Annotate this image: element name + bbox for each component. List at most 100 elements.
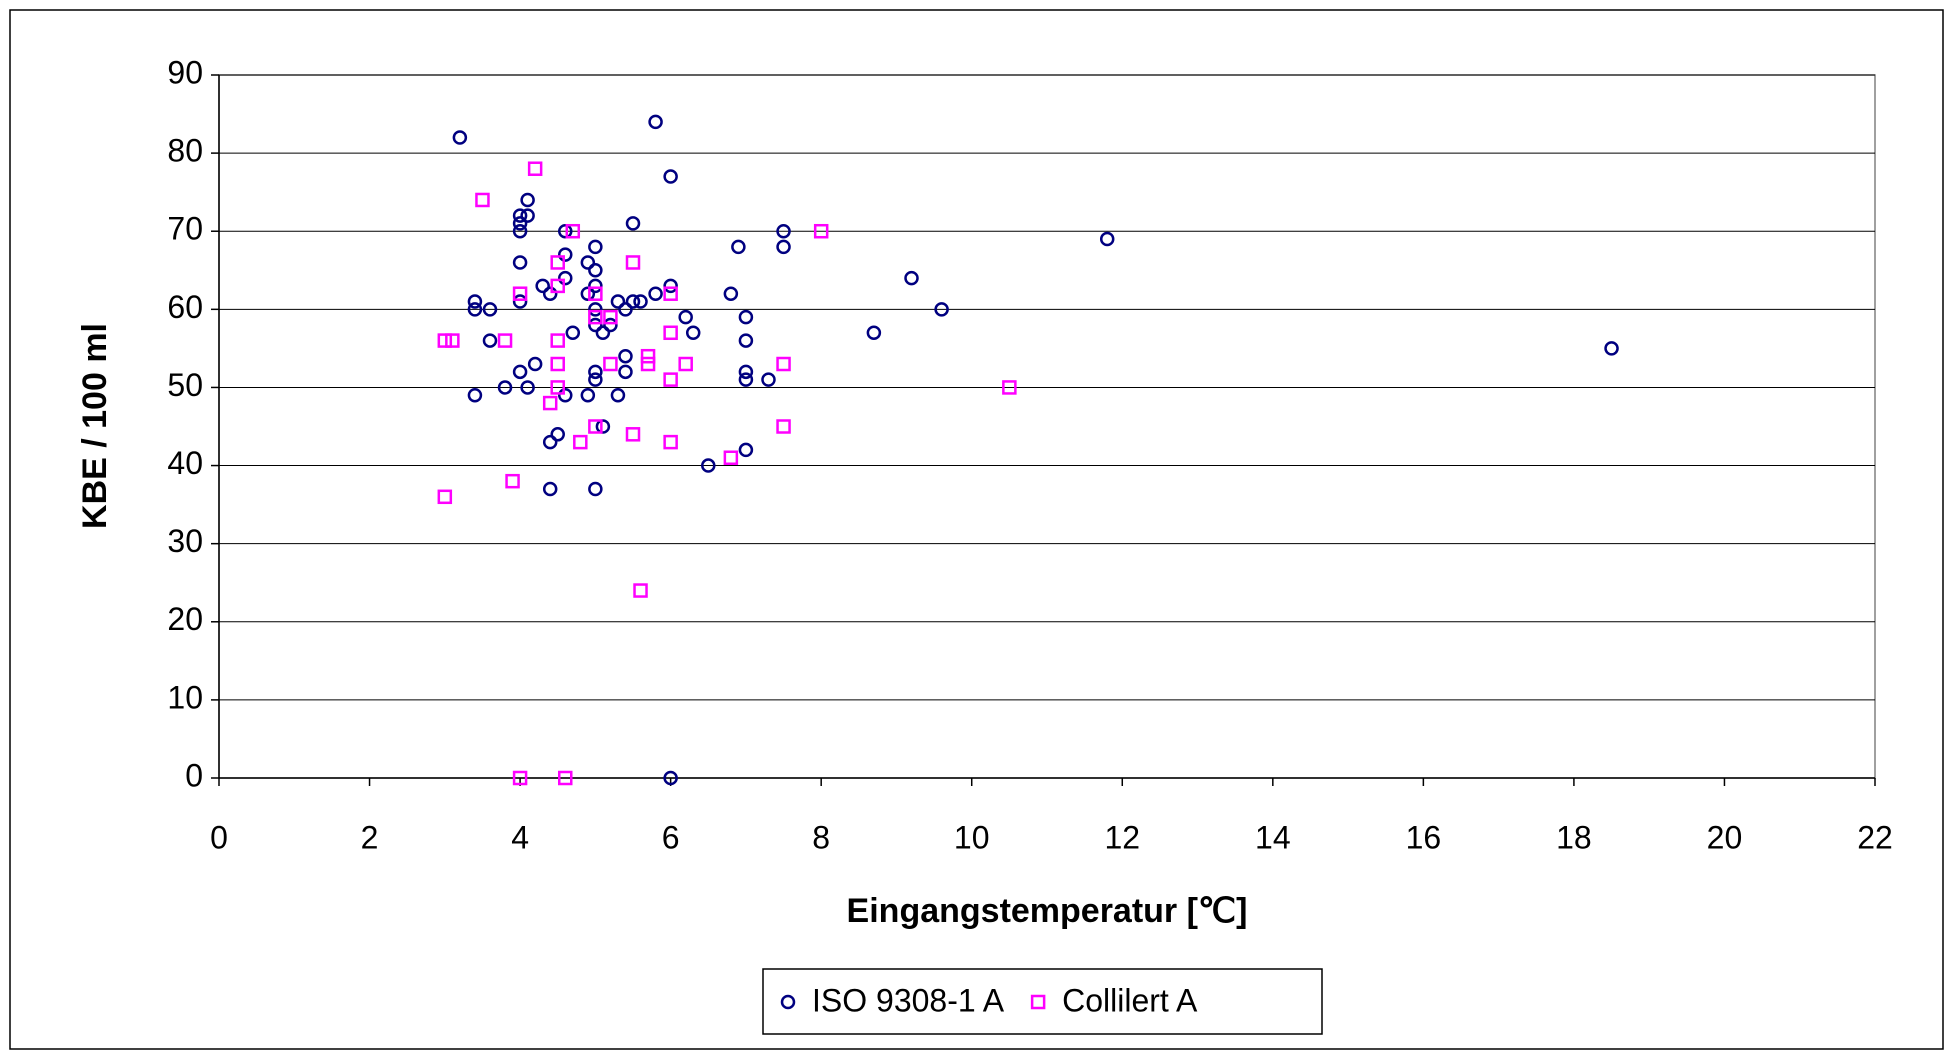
data-point [512,286,528,301]
data-point [565,325,581,341]
data-point [618,364,633,380]
y-tick-label: 20 [167,601,203,637]
data-point [776,239,791,255]
data-point [550,356,565,372]
data-point [678,356,693,372]
data-point [512,216,528,231]
data-point [588,286,603,301]
x-tick-label: 16 [1406,819,1442,855]
legend-marker [780,994,796,1010]
data-point [588,481,603,497]
data-point [1002,380,1017,395]
data-point [663,770,678,786]
data-point [595,419,611,434]
data-point [603,317,618,333]
data-point [648,114,663,130]
data-point [542,434,558,450]
data-point [866,325,882,341]
data-point [588,263,603,278]
y-tick-label: 0 [185,757,203,793]
data-point [625,427,641,442]
x-tick-label: 18 [1556,819,1592,855]
x-tick-label: 0 [210,819,228,855]
data-point [618,348,633,364]
x-tick-label: 8 [812,819,830,855]
data-point [633,294,648,309]
data-point [595,325,611,341]
data-point [505,473,520,489]
data-point [776,356,791,372]
data-point [738,309,754,325]
data-point [437,489,453,505]
data-point [497,380,513,395]
data-point [512,208,528,223]
data-point [475,192,490,208]
data-point [588,317,603,333]
y-tick-label: 70 [167,211,203,247]
data-point [761,372,776,387]
data-point [550,427,565,442]
data-point [588,278,603,294]
data-point [588,302,603,317]
data-point [588,372,603,387]
data-point [527,356,543,372]
data-point [550,278,565,294]
data-point [558,223,573,239]
data-point [610,388,626,403]
x-tick-label: 22 [1857,819,1893,855]
data-point [445,333,460,348]
data-point [467,294,483,309]
data-point [934,302,949,317]
y-tick-label: 30 [167,523,203,559]
plot-area [218,74,1876,779]
data-point [738,372,754,387]
data-point [512,364,528,380]
y-tick-label: 80 [167,133,203,169]
data-point [813,223,829,239]
data-point [558,247,573,262]
data-point [588,309,603,325]
data-point [580,388,596,403]
data-point [588,419,603,434]
data-point [640,348,656,364]
data-point [663,278,678,294]
data-point [738,364,754,380]
data-point [738,442,754,458]
data-point [550,333,565,348]
data-point [663,434,678,450]
y-tick-label: 90 [167,54,203,90]
data-point [731,239,746,255]
x-tick-label: 14 [1255,819,1291,855]
data-point [580,286,596,301]
data-point [618,302,633,317]
y-axis-label: KBE / 100 ml [76,323,114,529]
data-point [535,278,550,294]
data-point [467,302,483,317]
data-point [452,130,468,145]
data-point [1604,341,1619,356]
data-point [558,388,573,403]
data-point [542,286,558,301]
data-point [565,223,581,239]
data-point [663,286,678,301]
data-point [678,309,693,325]
data-point [512,770,528,786]
x-tick-label: 6 [662,819,680,855]
data-point [558,770,573,786]
data-point [482,333,498,348]
data-point [482,302,498,317]
data-point [723,450,739,465]
data-point [738,333,754,348]
data-point [527,161,543,176]
data-point [437,333,453,348]
data-point [520,192,535,208]
data-point [663,169,678,184]
data-point [776,419,791,434]
data-point [625,294,641,309]
data-point [1099,231,1115,247]
data-point [640,356,656,372]
data-point [603,356,618,372]
data-point [467,388,483,403]
x-axis-label: Eingangstemperatur [℃] [847,892,1248,930]
